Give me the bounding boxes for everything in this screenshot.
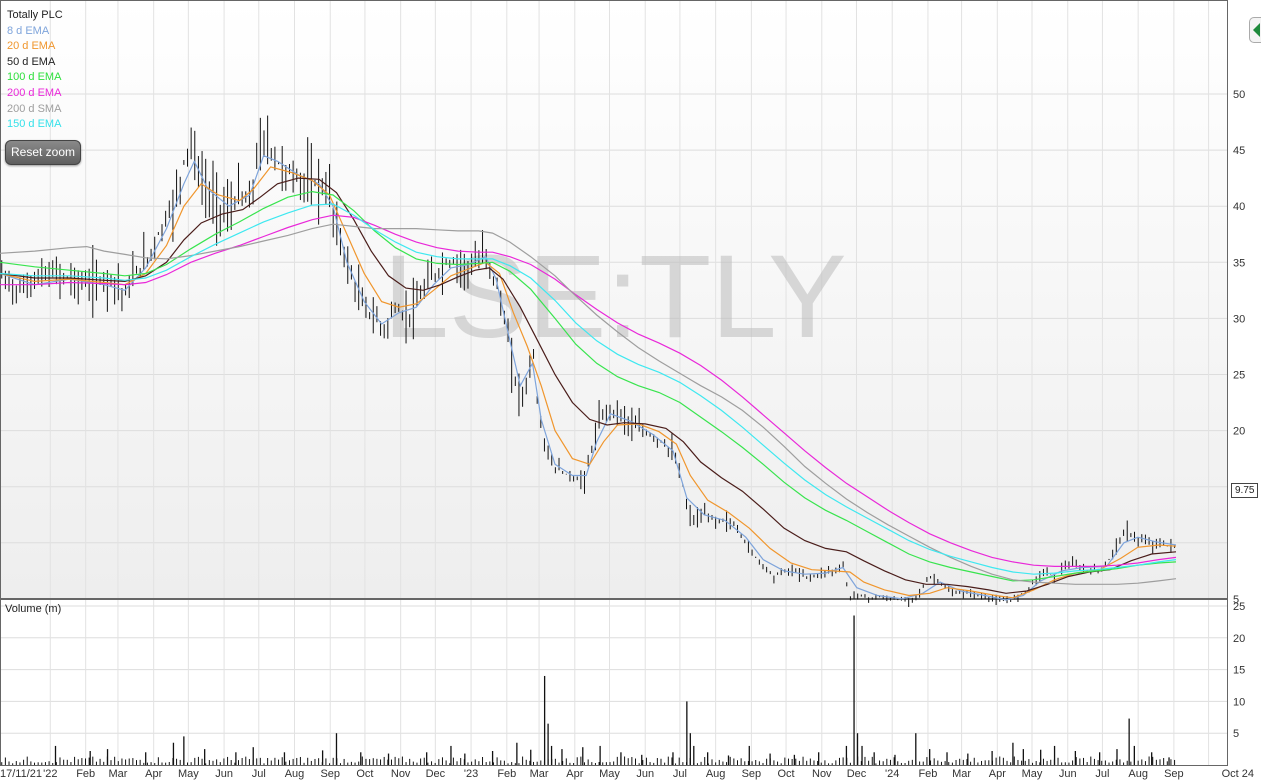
date-tick-label: Aug (1128, 768, 1148, 780)
date-tick-label: '24 (885, 768, 899, 780)
volume-tick-label: 10 (1233, 696, 1245, 708)
price-tick-label: 40 (1233, 201, 1245, 213)
date-tick-label: Oct (777, 768, 794, 780)
date-tick-label: Sep (320, 768, 340, 780)
date-tick-label: '22 (43, 768, 57, 780)
chart-title: Totally PLC (7, 9, 63, 21)
date-tick-label: Nov (391, 768, 411, 780)
date-tick-label: Nov (812, 768, 832, 780)
reset-zoom-button[interactable]: Reset zoom (5, 140, 81, 165)
date-tick-label: Jul (673, 768, 687, 780)
arrow-left-icon (1253, 23, 1260, 37)
series-line-150-d-ema (0, 203, 1177, 575)
date-tick-label: Apr (145, 768, 162, 780)
price-axis: 51520253035404550 (1233, 89, 1245, 606)
date-tick-label: May (599, 768, 620, 780)
date-tick-label: May (178, 768, 199, 780)
legend-150d-ema: 150 d EMA (7, 118, 62, 131)
moving-average-lines (0, 154, 1177, 601)
legend-200d-sma: 200 d SMA (7, 102, 62, 115)
price-tick-label: 30 (1233, 313, 1245, 325)
price-tick-label: 35 (1233, 257, 1245, 269)
price-tick-label: 45 (1233, 145, 1245, 157)
volume-tick-label: 25 (1233, 601, 1245, 613)
date-tick-label: Jun (215, 768, 233, 780)
price-grid (0, 0, 1228, 600)
date-tick-label: Jun (1059, 768, 1077, 780)
series-line-200-d-sma (0, 223, 1177, 585)
date-tick-label: Oct 24 (1222, 768, 1254, 780)
date-tick-label: Dec (426, 768, 446, 780)
date-tick-label: Jul (1095, 768, 1109, 780)
date-tick-label: Mar (530, 768, 549, 780)
legend: Totally PLC 8 d EMA 20 d EMA 50 d EMA 10… (7, 8, 63, 133)
volume-bars (1, 615, 1176, 765)
volume-axis: 5 10 15 20 25 (1233, 601, 1245, 740)
date-tick-label: Apr (989, 768, 1006, 780)
date-tick-label: Feb (918, 768, 937, 780)
legend-8d-ema: 8 d EMA (7, 24, 50, 37)
date-tick-label: '23 (464, 768, 478, 780)
price-tick-label: 25 (1233, 370, 1245, 382)
date-tick-label: Feb (76, 768, 95, 780)
date-tick-label: May (1022, 768, 1043, 780)
series-line-200-d-ema (0, 214, 1177, 567)
volume-tick-label: 15 (1233, 665, 1245, 677)
series-line-8-d-ema (0, 154, 1177, 601)
navigator-toggle-button[interactable] (1249, 17, 1261, 43)
last-price-tag: 9.75 (1231, 483, 1259, 498)
price-panel-bg (0, 0, 1228, 599)
date-axis: 17/11/21'22 Feb Mar Apr May Jun Jul Aug Sep Oct No… (0, 768, 1254, 780)
date-tick-label: Oct (356, 768, 373, 780)
date-tick-label: Mar (952, 768, 971, 780)
date-tick-label: Dec (847, 768, 867, 780)
volume-title: Volume (m) (5, 603, 62, 615)
volume-panel-frame (0, 599, 1228, 766)
date-tick-label: Apr (566, 768, 583, 780)
date-tick-label: Aug (285, 768, 305, 780)
price-tick-label: 50 (1233, 89, 1245, 101)
date-tick-label: Sep (1164, 768, 1184, 780)
volume-tick-label: 5 (1233, 728, 1239, 740)
price-panel-frame (0, 0, 1228, 599)
date-tick-label: Mar (108, 768, 127, 780)
volume-grid (0, 599, 1228, 766)
date-tick-label: 17/11/21 (0, 768, 42, 780)
legend-100d-ema: 100 d EMA (7, 71, 62, 84)
date-tick-label: Jul (252, 768, 266, 780)
date-tick-label: Feb (497, 768, 516, 780)
date-tick-label: Sep (742, 768, 762, 780)
series-line-20-d-ema (0, 166, 1177, 599)
date-tick-label: Aug (706, 768, 726, 780)
date-tick-label: Jun (636, 768, 654, 780)
volume-tick-label: 20 (1233, 633, 1245, 645)
series-line-100-d-ema (0, 190, 1177, 582)
legend-50d-ema: 50 d EMA (7, 55, 56, 68)
legend-20d-ema: 20 d EMA (7, 40, 56, 53)
series-line-50-d-ema (0, 177, 1177, 594)
price-tick-label: 5 (1233, 594, 1239, 606)
price-tick-label: 20 (1233, 426, 1245, 438)
legend-200d-ema: 200 d EMA (7, 86, 62, 99)
